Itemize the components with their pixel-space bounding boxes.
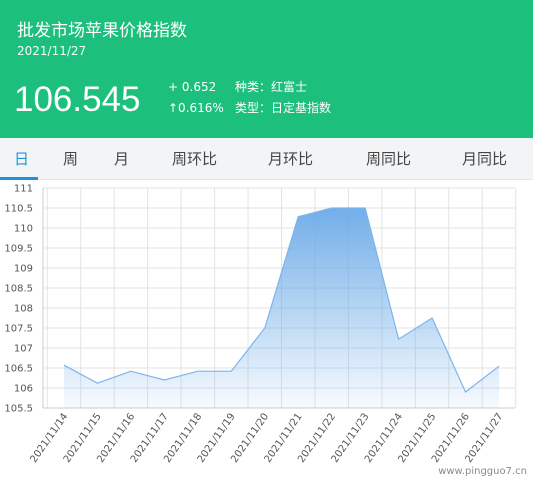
watermark-text: www.pingguo7.cn (438, 466, 527, 477)
tab-week-year-on-year[interactable]: 周同比 (366, 150, 412, 168)
y-tick-label: 108.5 (4, 284, 33, 295)
header-banner: 批发市场苹果价格指数 2021/11/27 106.545 + 0.652 ↑0… (0, 0, 533, 138)
type-row: 类型：日定基指数 (235, 98, 331, 119)
tab-month-year-on-year[interactable]: 月同比 (462, 150, 508, 168)
y-tick-label: 110 (14, 224, 33, 235)
tab-day[interactable]: 日 (14, 150, 30, 168)
series-area-fill (64, 208, 499, 408)
change-block: + 0.652 ↑0.616% (168, 77, 224, 119)
series-line (63, 207, 500, 393)
y-tick-label: 109.5 (4, 244, 33, 255)
y-axis-ticks: 105.5 106 106.5 107 107.5 108 108.5 109 109.5 110… (4, 184, 33, 415)
tab-month-on-month[interactable]: 月环比 (268, 150, 314, 168)
index-value: 106.545 (14, 80, 141, 119)
price-chart: 105.5 106 106.5 107 107.5 108 108.5 109 109.5 110… (0, 180, 533, 481)
active-tab-underline (0, 177, 38, 180)
tab-week-on-week[interactable]: 周环比 (172, 150, 218, 168)
y-tick-label: 107 (14, 344, 33, 355)
area-layer (63, 207, 500, 408)
y-tick-label: 110.5 (4, 204, 33, 215)
tab-month[interactable]: 月 (114, 150, 130, 168)
type-label: 类型： (235, 101, 272, 115)
y-tick-label: 107.5 (4, 324, 33, 335)
period-tabs: 日 周 月 周环比 月环比 周同比 月同比 (0, 138, 533, 180)
y-tick-label: 106 (14, 384, 33, 395)
x-axis-ticks: 2021/11/142021/11/152021/11/162021/11/17… (28, 411, 505, 465)
y-tick-label: 106.5 (4, 364, 33, 375)
date-label: 2021/11/27 (17, 44, 87, 58)
page-title: 批发市场苹果价格指数 (17, 21, 187, 41)
type-value: 日定基指数 (271, 101, 332, 115)
change-percent: ↑0.616% (168, 101, 224, 115)
tab-week[interactable]: 周 (63, 150, 79, 168)
variety-value: 红富士 (271, 80, 308, 94)
variety-label: 种类： (235, 80, 272, 94)
y-tick-label: 108 (14, 304, 33, 315)
variety-row: 种类：红富士 (235, 77, 331, 98)
y-tick-label: 111 (14, 184, 33, 195)
y-tick-label: 105.5 (4, 404, 33, 415)
chart-svg: 105.5 106 106.5 107 107.5 108 108.5 109 109.5 110… (4, 184, 517, 465)
y-tick-label: 109 (14, 264, 33, 275)
change-absolute: + 0.652 (168, 80, 217, 94)
meta-block: 种类：红富士 类型：日定基指数 (235, 77, 331, 119)
